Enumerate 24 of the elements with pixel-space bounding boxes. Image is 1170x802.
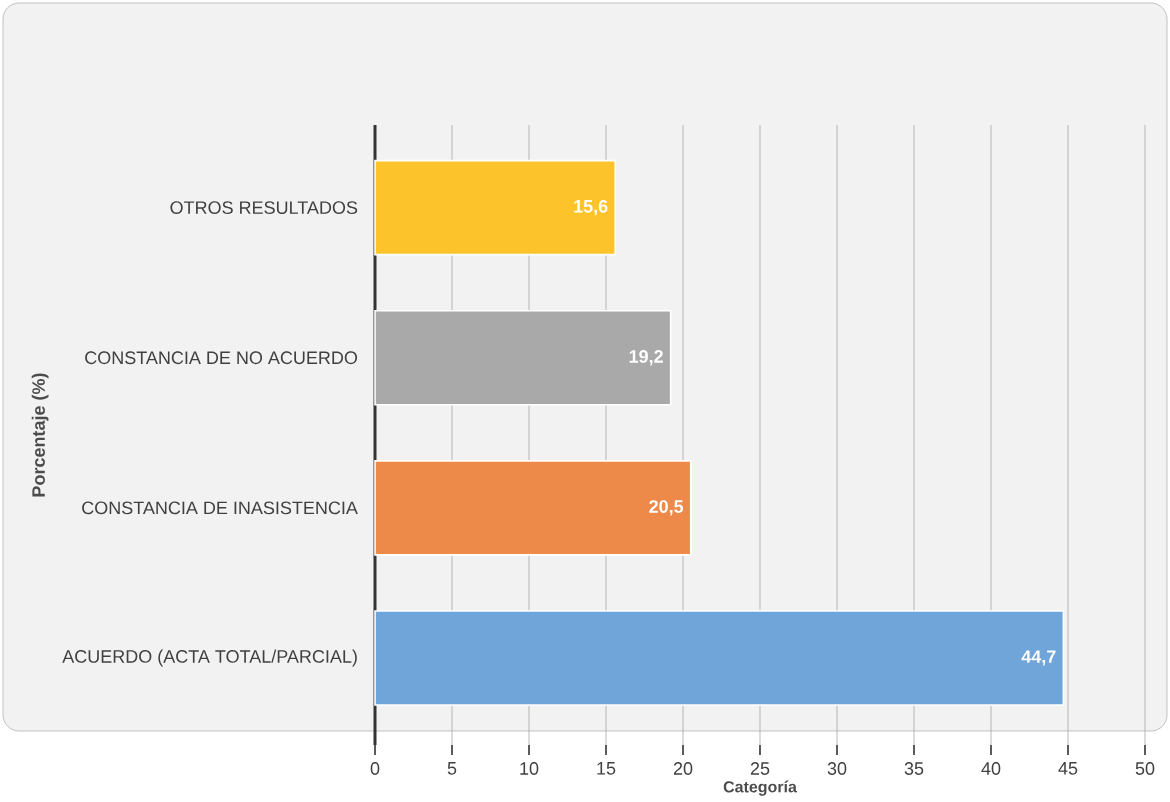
y-tick-label: OTROS RESULTADOS [170,201,358,214]
x-tick-label: 5 [447,761,457,775]
x-tick-label: 45 [1058,761,1078,775]
x-tick-label: 15 [597,761,616,775]
x-axis-title: Categoría [723,780,797,796]
x-tick-label: 10 [520,761,539,775]
x-tick-label: 50 [1135,761,1155,775]
y-tick-label: CONSTANCIA DE NO ACUERDO [85,351,358,364]
y-tick-label: CONSTANCIA DE INASISTENCIA [82,501,358,515]
x-tick-label: 20 [673,761,693,775]
bar [374,459,692,556]
y-axis-title: Porcentaje (%) [31,373,49,497]
x-tick-label: 35 [904,761,924,775]
data-label: 19,2 [629,349,663,366]
bar [374,159,617,256]
x-tick-label: 0 [370,761,380,775]
x-tick-label: 30 [827,761,847,775]
data-label: 15,6 [574,199,608,216]
data-label: 44,7 [1021,650,1056,666]
bar [374,610,1065,706]
data-label: 20,5 [649,499,684,516]
x-tick-label: 40 [981,761,1001,775]
y-tick-label: ACUERDO (ACTA TOTAL/PARCIAL) [62,649,357,667]
x-tick-label: 25 [750,761,770,775]
